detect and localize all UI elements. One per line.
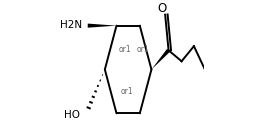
Text: or1: or1 <box>119 45 132 54</box>
Polygon shape <box>151 49 170 70</box>
Text: or1: or1 <box>137 45 150 54</box>
Polygon shape <box>88 24 116 28</box>
Text: HO: HO <box>63 110 79 120</box>
Text: O: O <box>158 2 167 15</box>
Text: or1: or1 <box>120 87 133 96</box>
Text: H2N: H2N <box>60 20 82 30</box>
